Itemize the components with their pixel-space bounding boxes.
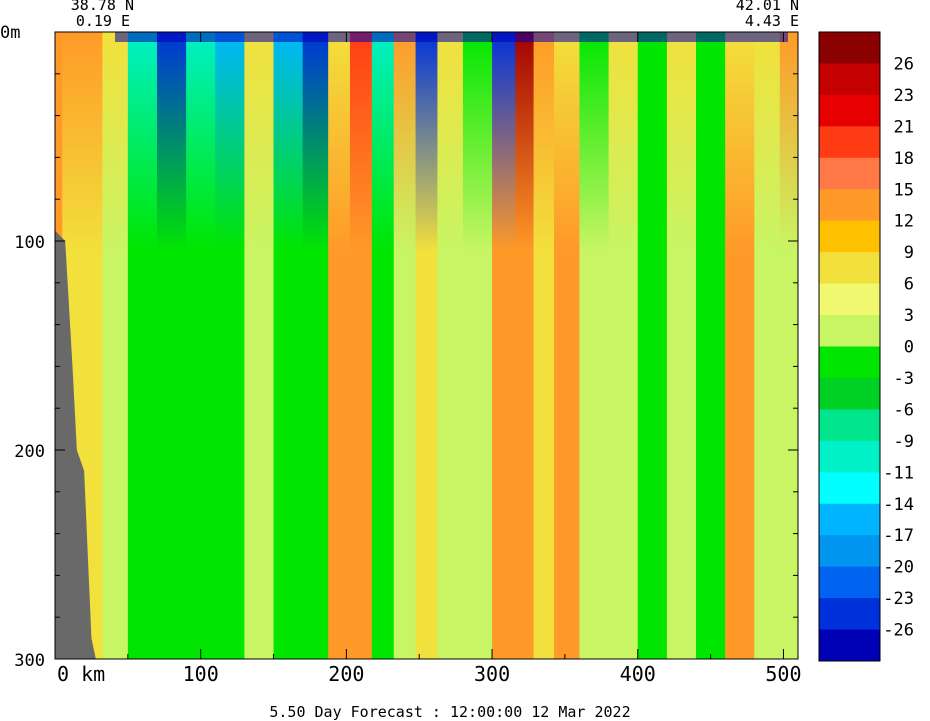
field-column (754, 32, 781, 659)
field-column (666, 32, 697, 659)
colorbar-label: 9 (904, 243, 914, 263)
colorbar-label: -20 (883, 558, 914, 578)
field-column (725, 32, 755, 659)
field-column (350, 32, 373, 659)
field-column (579, 32, 610, 659)
field-column (186, 32, 216, 659)
colorbar-label: -14 (883, 495, 914, 515)
field-column (515, 32, 535, 659)
colorbar-swatch (819, 440, 880, 473)
plot-area (55, 32, 798, 659)
field-column (371, 32, 395, 659)
surface-band (115, 32, 788, 42)
field-column (102, 32, 129, 659)
end-lon-label: 4.43 E (745, 12, 799, 30)
field-column (492, 32, 516, 659)
field-column (302, 32, 329, 659)
field-column (415, 32, 439, 659)
colorbar-label: -3 (894, 369, 914, 389)
start-lat-label: 38.78 N (71, 0, 134, 14)
colorbar-swatch (819, 629, 880, 662)
colorbar-label: 6 (904, 275, 914, 295)
field-column (393, 32, 417, 659)
field-column (215, 32, 245, 659)
colorbar-swatch (819, 409, 880, 442)
colorbar-label: 21 (894, 117, 914, 137)
y-tick-label: 0m (0, 23, 20, 43)
field-column (553, 32, 581, 659)
colorbar-label: -6 (894, 400, 914, 420)
field-column (328, 32, 351, 659)
colorbar-swatch (819, 315, 880, 347)
colorbar-swatch (819, 472, 880, 505)
colorbar-label: 0 (904, 338, 914, 358)
field-column (80, 32, 103, 659)
field-column (696, 32, 726, 659)
colorbar-frame (818, 31, 881, 662)
y-tick-label: 200 (14, 442, 45, 462)
colorbar-swatch (819, 346, 880, 379)
x-tick-label: 400 (620, 662, 656, 686)
y-tick-label: 100 (14, 233, 45, 253)
start-lon-label: 0.19 E (76, 12, 130, 30)
colorbar-swatch (819, 126, 880, 159)
field-column (462, 32, 493, 659)
plot-frame (54, 31, 799, 660)
field-column (273, 32, 304, 659)
colorbar-label: -23 (883, 589, 914, 609)
field-column (779, 32, 798, 659)
colorbar-swatch (819, 566, 880, 599)
y-tick-label: 300 (14, 651, 45, 671)
x-tick-label: 500 (765, 662, 801, 686)
x-tick-label: 200 (328, 662, 364, 686)
colorbar-label: 26 (894, 54, 914, 74)
colorbar-swatch (819, 63, 880, 96)
colorbar-swatch (819, 283, 880, 316)
end-lat-label: 42.01 N (736, 0, 799, 14)
x-tick-label: 0 km (57, 662, 105, 686)
colorbar-swatch (819, 535, 880, 568)
field-column (156, 32, 187, 659)
colorbar-swatch (819, 503, 880, 536)
field-column (533, 32, 555, 659)
x-axis: 0 km 100 200 300 400 500 (54, 32, 801, 686)
colorbar-swatch (819, 220, 880, 253)
colorbar-label: -17 (883, 526, 914, 546)
colorbar-swatch (819, 189, 880, 222)
seabed (55, 230, 96, 659)
colorbar-swatch (819, 598, 880, 631)
field-column (608, 32, 639, 659)
field-column (637, 32, 668, 659)
colorbar-swatch (819, 32, 880, 64)
colorbar: 26 23 21 18 15 12 9 6 3 0 -3 -6 -9 -11 -14 -17 -20 -23 -26 (818, 31, 914, 662)
forecast-caption: 5.50 Day Forecast : 12:00:00 12 Mar 2022 (269, 703, 630, 721)
field-column (437, 32, 464, 659)
y-axis: 0m 100 200 300 (0, 23, 798, 671)
x-tick-label: 100 (183, 662, 219, 686)
field-column (244, 32, 275, 659)
colorbar-label: 23 (894, 86, 914, 106)
colorbar-label: -9 (894, 432, 914, 452)
colorbar-label: -26 (883, 621, 914, 641)
colorbar-label: 12 (894, 212, 914, 232)
x-tick-label: 300 (474, 662, 510, 686)
colorbar-swatch (819, 94, 880, 127)
colorbar-label: 15 (894, 180, 914, 200)
colorbar-label: 3 (904, 306, 914, 326)
colorbar-label: 18 (894, 149, 914, 169)
field-column (127, 32, 158, 659)
colorbar-swatch (819, 252, 880, 285)
colorbar-swatch (819, 157, 880, 190)
colorbar-swatch (819, 377, 880, 410)
colorbar-label: -11 (883, 463, 914, 483)
